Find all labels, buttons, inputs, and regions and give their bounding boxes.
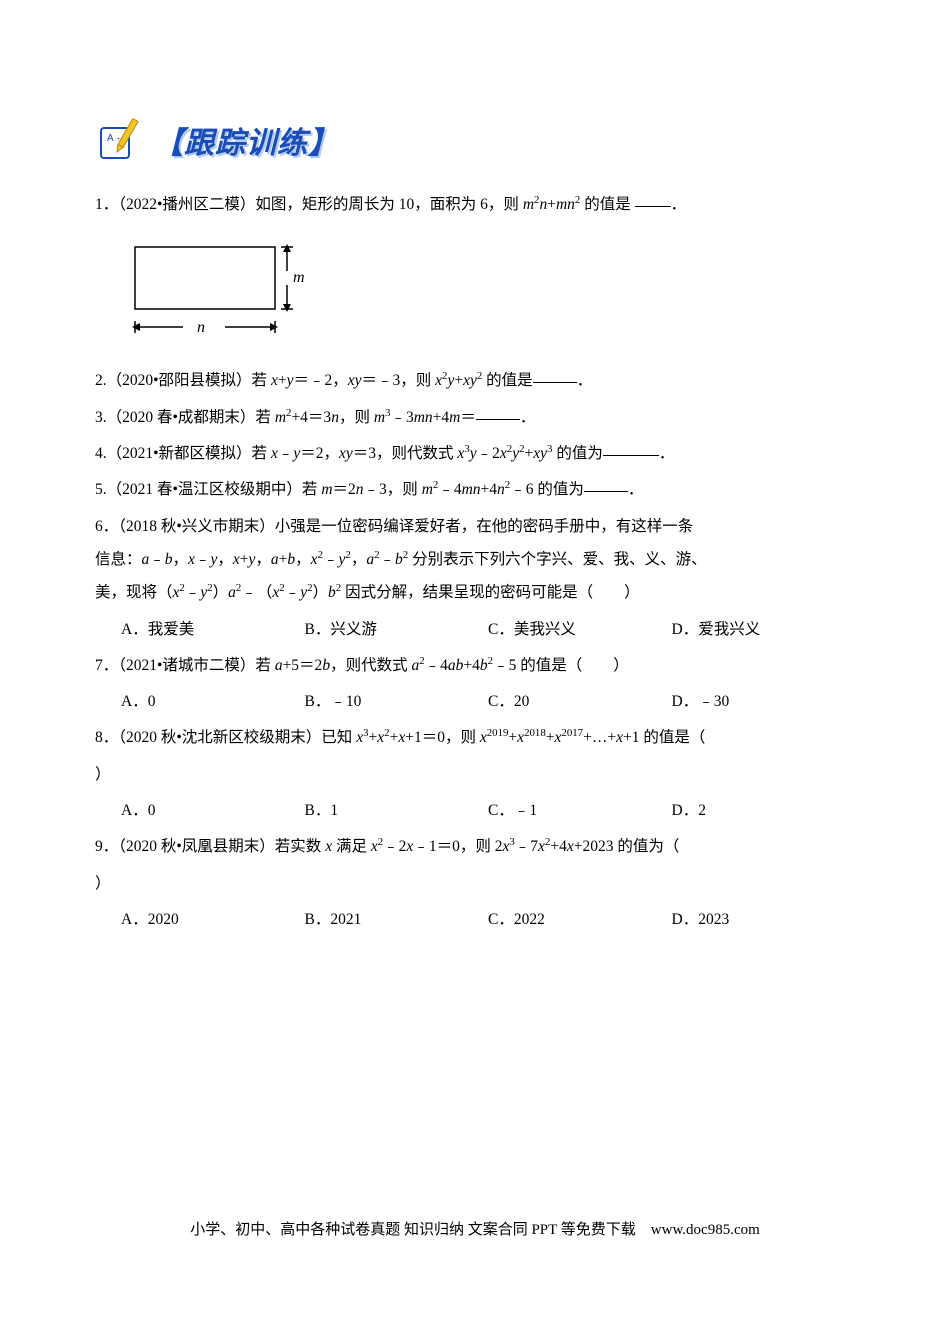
q3-expr: m3﹣3mn+4m [374, 409, 461, 426]
q7-choice-b: B．﹣10 [305, 685, 489, 718]
q9-pre: 9．（2020 秋•凤凰县期末）若实数 [95, 838, 325, 855]
q9-choice-c: C．2022 [488, 903, 672, 936]
banner-label: 【跟踪训练】 [153, 118, 339, 162]
q9-choice-a: A．2020 [121, 903, 305, 936]
q6-choice-b: B．兴义游 [305, 613, 489, 646]
q8-expr: x2019+x2018+x2017+…+x+1 [480, 729, 640, 746]
q3-tail: ＝ [460, 409, 476, 426]
q5-expr: m2﹣4mn+4n2﹣6 [422, 481, 534, 498]
q3-mid: ，则 [339, 409, 374, 426]
q4-prefix: 4.（2021•新都区模拟）若 [95, 445, 271, 462]
pencil-paper-icon: A + [95, 114, 147, 166]
q8-post: 的值是（ [639, 729, 705, 746]
q3-blank [476, 404, 520, 420]
q4-expr: x3y﹣2x2y2+xy3 [457, 445, 552, 462]
q8-choice-d: D．2 [672, 794, 856, 827]
q2-tail: 的值是 [482, 372, 532, 389]
q5-prefix: 5.（2021 春•温江区校级期中）若 [95, 481, 321, 498]
q6-choice-d: D．爱我兴义 [672, 613, 856, 646]
q8-choices: A．0 B．1 C．﹣1 D．2 [121, 794, 855, 827]
q7-post: 的值是（ ） [516, 657, 628, 674]
q6-choice-c: C．美我兴义 [488, 613, 672, 646]
q6-line3-post: 因式分解，结果呈现的密码可能是（ ） [341, 584, 639, 601]
q8-close-paren: ） [95, 766, 111, 783]
question-7: 7．（2021•诸城市二模）若 a+5＝2b，则代数式 a2﹣4ab+4b2﹣5… [95, 649, 855, 682]
q9-mid2: ，则 [460, 838, 495, 855]
question-1: 1．（2022•播州区二模）如图，矩形的周长为 10，面积为 6，则 m2n+m… [95, 188, 855, 221]
q5-cond: m＝2n﹣3 [321, 481, 386, 498]
q1-suffix: ． [671, 196, 687, 213]
diagram-label-n: n [197, 319, 205, 336]
q2-blank [533, 368, 577, 384]
q8-choice-c: C．﹣1 [488, 794, 672, 827]
question-3: 3.（2020 春•成都期末）若 m2+4＝3n，则 m3﹣3mn+4m＝ ． [95, 401, 855, 434]
q9-close-paren: ） [95, 875, 111, 892]
q9-choice-b: B．2021 [305, 903, 489, 936]
q7-choice-a: A．0 [121, 685, 305, 718]
page-footer: 小学、初中、高中各种试卷真题 知识归纳 文案合同 PPT 等免费下载 www.d… [0, 1218, 950, 1239]
q6-choice-a: A．我爱美 [121, 613, 305, 646]
q6-line2-pre: 信息： [95, 551, 142, 568]
question-9: 9．（2020 秋•凤凰县期末）若实数 x 满足 x2﹣2x﹣1＝0，则 2x3… [95, 830, 855, 863]
q3-cond: m2+4＝3n [275, 409, 339, 426]
q5-mid: ，则 [387, 481, 422, 498]
q7-mid: ，则代数式 [330, 657, 411, 674]
q6-line3-expr: x2﹣y2）a2﹣（x2﹣y2）b2 [173, 584, 342, 601]
q4-tail: 的值为 [552, 445, 602, 462]
q1-prefix: 1．（2022•播州区二模）如图，矩形的周长为 10，面积为 6，则 [95, 196, 523, 213]
q9-choices: A．2020 B．2021 C．2022 D．2023 [121, 903, 855, 936]
question-8-close: ） [95, 758, 855, 791]
q1-mid: 的值是 [580, 196, 634, 213]
q4-mid: ，则代数式 [376, 445, 457, 462]
q7-cond: a+5＝2b [275, 657, 330, 674]
question-2: 2.（2020•邵阳县模拟）若 x+y＝﹣2，xy＝﹣3，则 x2y+xy2 的… [95, 364, 855, 397]
question-9-close: ） [95, 867, 855, 900]
q8-choice-a: A．0 [121, 794, 305, 827]
q8-choice-b: B．1 [305, 794, 489, 827]
q6-line3-pre: 美，现将（ [95, 584, 173, 601]
diagram-label-m: m [293, 269, 305, 286]
q2-expr: x2y+xy2 [435, 372, 482, 389]
q5-blank [584, 477, 628, 493]
q2-mid: ，则 [400, 372, 435, 389]
q2-cond: x+y＝﹣2，xy＝﹣3 [271, 372, 400, 389]
svg-text:A: A [107, 133, 114, 144]
q7-choices: A．0 B．﹣10 C．20 D．﹣30 [121, 685, 855, 718]
q5-suffix: ． [628, 481, 644, 498]
q6-line1: 6．（2018 秋•兴义市期末）小强是一位密码编译爱好者，在他的密码手册中，有这… [95, 518, 693, 535]
rectangle-diagram: m n [125, 229, 855, 352]
q7-expr: a2﹣4ab+4b2﹣5 [411, 657, 516, 674]
q7-choice-c: C．20 [488, 685, 672, 718]
q6-line2-expr: a﹣b，x﹣y，x+y，a+b，x2﹣y2，a2﹣b2 [142, 551, 409, 568]
q4-blank [603, 440, 659, 456]
q5-tail: 的值为 [533, 481, 583, 498]
q6-choices: A．我爱美 B．兴义游 C．美我兴义 D．爱我兴义 [121, 613, 855, 646]
q9-post: 的值为（ [614, 838, 680, 855]
q3-prefix: 3.（2020 春•成都期末）若 [95, 409, 275, 426]
question-4: 4.（2021•新都区模拟）若 x﹣y＝2，xy＝3，则代数式 x3y﹣2x2y… [95, 437, 855, 470]
question-5: 5.（2021 春•温江区校级期中）若 m＝2n﹣3，则 m2﹣4mn+4n2﹣… [95, 473, 855, 506]
question-8: 8．（2020 秋•沈北新区校级期末）已知 x3+x2+x+1＝0，则 x201… [95, 721, 855, 754]
question-6: 6．（2018 秋•兴义市期末）小强是一位密码编译爱好者，在他的密码手册中，有这… [95, 510, 855, 610]
q9-choice-d: D．2023 [672, 903, 856, 936]
q3-suffix: ． [520, 409, 536, 426]
q9-mid1: 满足 [332, 838, 371, 855]
q1-expr: m2n+mn2 [523, 196, 581, 213]
q8-pre: 8．（2020 秋•沈北新区校级期末）已知 [95, 729, 356, 746]
q9-expr: 2x3﹣7x2+4x+2023 [495, 838, 614, 855]
section-banner: A + 【跟踪训练】 [95, 110, 855, 170]
q1-blank [635, 192, 671, 208]
q9-cond: x2﹣2x﹣1＝0 [371, 838, 460, 855]
page-content: A + 【跟踪训练】 1．（2022•播州区二模）如图，矩形的周长为 10，面积… [0, 0, 950, 936]
q4-suffix: ． [659, 445, 675, 462]
q8-cond: x3+x2+x+1＝0 [356, 729, 445, 746]
q8-mid: ，则 [445, 729, 480, 746]
q7-choice-d: D．﹣30 [672, 685, 856, 718]
q4-cond: x﹣y＝2，xy＝3 [271, 445, 376, 462]
q2-prefix: 2.（2020•邵阳县模拟）若 [95, 372, 271, 389]
q7-pre: 7．（2021•诸城市二模）若 [95, 657, 275, 674]
q2-suffix: ． [577, 372, 593, 389]
q6-line2-post: 分别表示下列六个字兴、爱、我、义、游、 [408, 551, 706, 568]
